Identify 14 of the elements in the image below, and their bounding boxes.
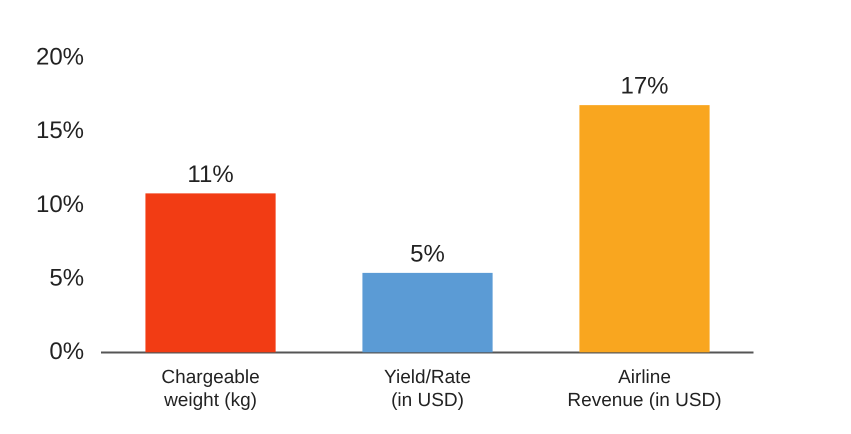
bar bbox=[579, 105, 710, 352]
data-label: 17% bbox=[620, 72, 669, 100]
bar bbox=[145, 193, 276, 352]
bar bbox=[362, 272, 493, 352]
y-tick-label: 20% bbox=[36, 44, 84, 71]
data-label: 5% bbox=[410, 240, 445, 268]
y-tick-label: 15% bbox=[36, 117, 84, 144]
x-tick-label: Chargeable weight (kg) bbox=[161, 367, 260, 411]
y-tick-label: 5% bbox=[49, 264, 84, 292]
y-tick-label: 0% bbox=[49, 338, 84, 366]
data-label: 11% bbox=[187, 161, 234, 188]
x-tick-label: Airline Revenue (in USD) bbox=[567, 367, 722, 411]
x-tick-label: Yield/Rate (in USD) bbox=[384, 367, 471, 411]
y-tick-label: 10% bbox=[36, 190, 84, 218]
